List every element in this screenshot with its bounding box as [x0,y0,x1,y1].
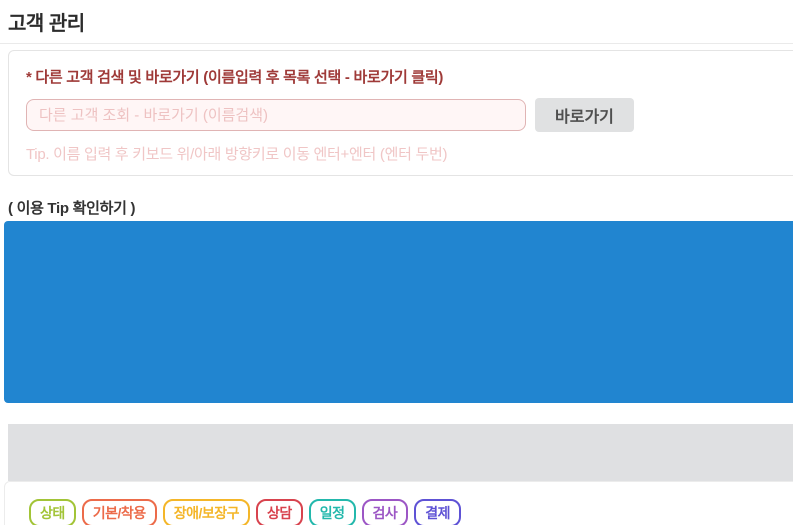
tab-disability-aid[interactable]: 장애/보장구 [162,499,250,525]
gray-placeholder-bar [8,424,793,481]
quick-search-label: * 다른 고객 검색 및 바로가기 (이름입력 후 목록 선택 - 바로가기 클… [26,69,444,86]
customer-search-input[interactable] [26,99,526,131]
tab-exam[interactable]: 검사 [361,499,409,525]
tab-consult[interactable]: 상담 [255,499,303,525]
quick-search-row: 바로가기 [26,98,793,132]
tab-basic-wear[interactable]: 기본/착용 [81,499,157,525]
quick-search-card: * 다른 고객 검색 및 바로가기 (이름입력 후 목록 선택 - 바로가기 클… [8,50,793,176]
page-title: 고객 관리 [8,13,85,35]
category-section-card: 상태 기본/착용 장애/보장구 상담 일정 검사 결제 [4,481,793,525]
tab-payment[interactable]: 결제 [414,499,462,525]
usage-tip-link[interactable]: ( 이용 Tip 확인하기 ) [8,200,136,217]
blue-content-panel [4,221,793,403]
category-tabs: 상태 기본/착용 장애/보장구 상담 일정 검사 결제 [29,499,793,525]
title-divider [0,43,793,44]
tab-status[interactable]: 상태 [29,499,76,525]
keyboard-tip-text: Tip. 이름 입력 후 키보드 위/아래 방향키로 이동 엔터+엔터 (엔터 … [26,146,448,163]
tab-schedule[interactable]: 일정 [308,499,356,525]
shortcut-button[interactable]: 바로가기 [535,98,634,132]
